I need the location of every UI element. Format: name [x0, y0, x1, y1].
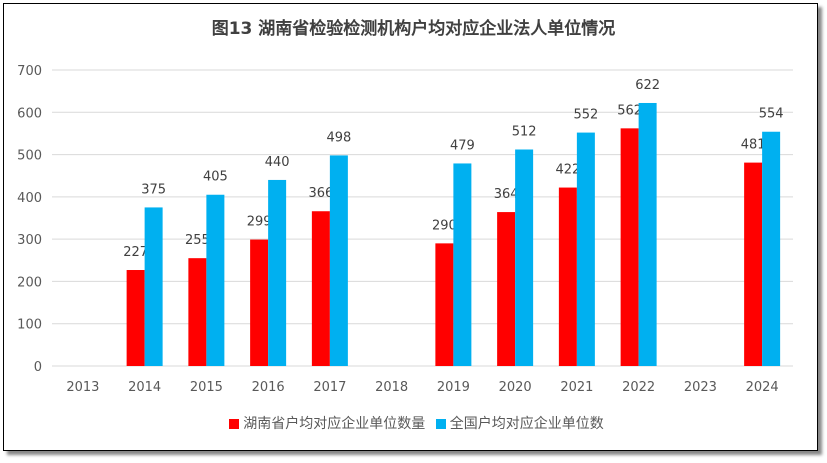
x-tick-label: 2021	[560, 380, 593, 395]
bar-1	[206, 194, 225, 366]
x-tick-label: 2019	[437, 380, 470, 395]
bar-0	[497, 212, 516, 366]
data-label: 364	[494, 187, 519, 202]
data-label: 299	[247, 215, 272, 230]
bar-0	[311, 211, 330, 366]
y-tick-label: 100	[17, 318, 42, 333]
bar-0	[250, 239, 269, 366]
y-tick-label: 600	[17, 106, 42, 121]
bar-1	[329, 155, 348, 366]
x-tick-label: 2020	[499, 380, 532, 395]
data-label: 479	[450, 138, 475, 153]
legend-swatch-0	[229, 419, 240, 429]
y-tick-label: 500	[17, 149, 42, 164]
x-tick-label: 2014	[128, 380, 161, 395]
x-tick-label: 2016	[252, 380, 285, 395]
data-label: 498	[326, 130, 351, 145]
legend: 湖南省户均对应企业单位数量 全国户均对应企业单位数	[0, 413, 827, 433]
bar-1	[762, 131, 781, 366]
data-label: 366	[308, 186, 333, 201]
y-tick-label: 0	[34, 360, 42, 375]
data-label: 552	[573, 108, 598, 123]
x-tick-label: 2022	[622, 380, 655, 395]
data-label: 622	[635, 78, 660, 93]
legend-swatch-1	[435, 419, 446, 429]
data-label: 227	[123, 245, 148, 260]
chart-frame	[3, 3, 818, 451]
bar-1	[144, 207, 163, 366]
data-label: 290	[432, 218, 457, 233]
y-tick-label: 400	[17, 191, 42, 206]
bar-1	[453, 163, 472, 366]
data-label: 562	[617, 103, 642, 118]
x-tick-label: 2023	[684, 380, 717, 395]
bar-0	[126, 270, 145, 366]
x-tick-label: 2013	[66, 380, 99, 395]
bar-0	[558, 187, 577, 366]
bar-0	[620, 128, 639, 366]
bar-1	[576, 132, 595, 366]
y-tick-label: 700	[17, 64, 42, 79]
data-label: 375	[141, 182, 166, 197]
bar-0	[435, 243, 454, 366]
x-tick-label: 2024	[746, 380, 779, 395]
legend-label-0: 湖南省户均对应企业单位数量	[243, 416, 426, 432]
x-tick-label: 2015	[190, 380, 223, 395]
bar-0	[188, 258, 207, 366]
y-tick-label: 300	[17, 233, 42, 248]
bar-1	[638, 102, 657, 367]
data-label: 554	[759, 107, 784, 122]
y-tick-label: 200	[17, 275, 42, 290]
bar-1	[515, 149, 534, 366]
chart-title: 图13 湖南省检验检测机构户均对应企业法人单位情况	[211, 19, 616, 39]
x-tick-label: 2017	[313, 380, 346, 395]
x-tick-label: 2018	[375, 380, 408, 395]
bar-1	[268, 179, 287, 366]
data-label: 422	[555, 163, 580, 178]
data-label: 440	[265, 155, 290, 170]
data-label: 255	[185, 233, 210, 248]
bar-0	[744, 162, 763, 366]
legend-label-1: 全国户均对应企业单位数	[449, 416, 604, 432]
data-label: 481	[741, 138, 766, 153]
data-label: 512	[512, 124, 537, 139]
data-label: 405	[203, 170, 228, 185]
